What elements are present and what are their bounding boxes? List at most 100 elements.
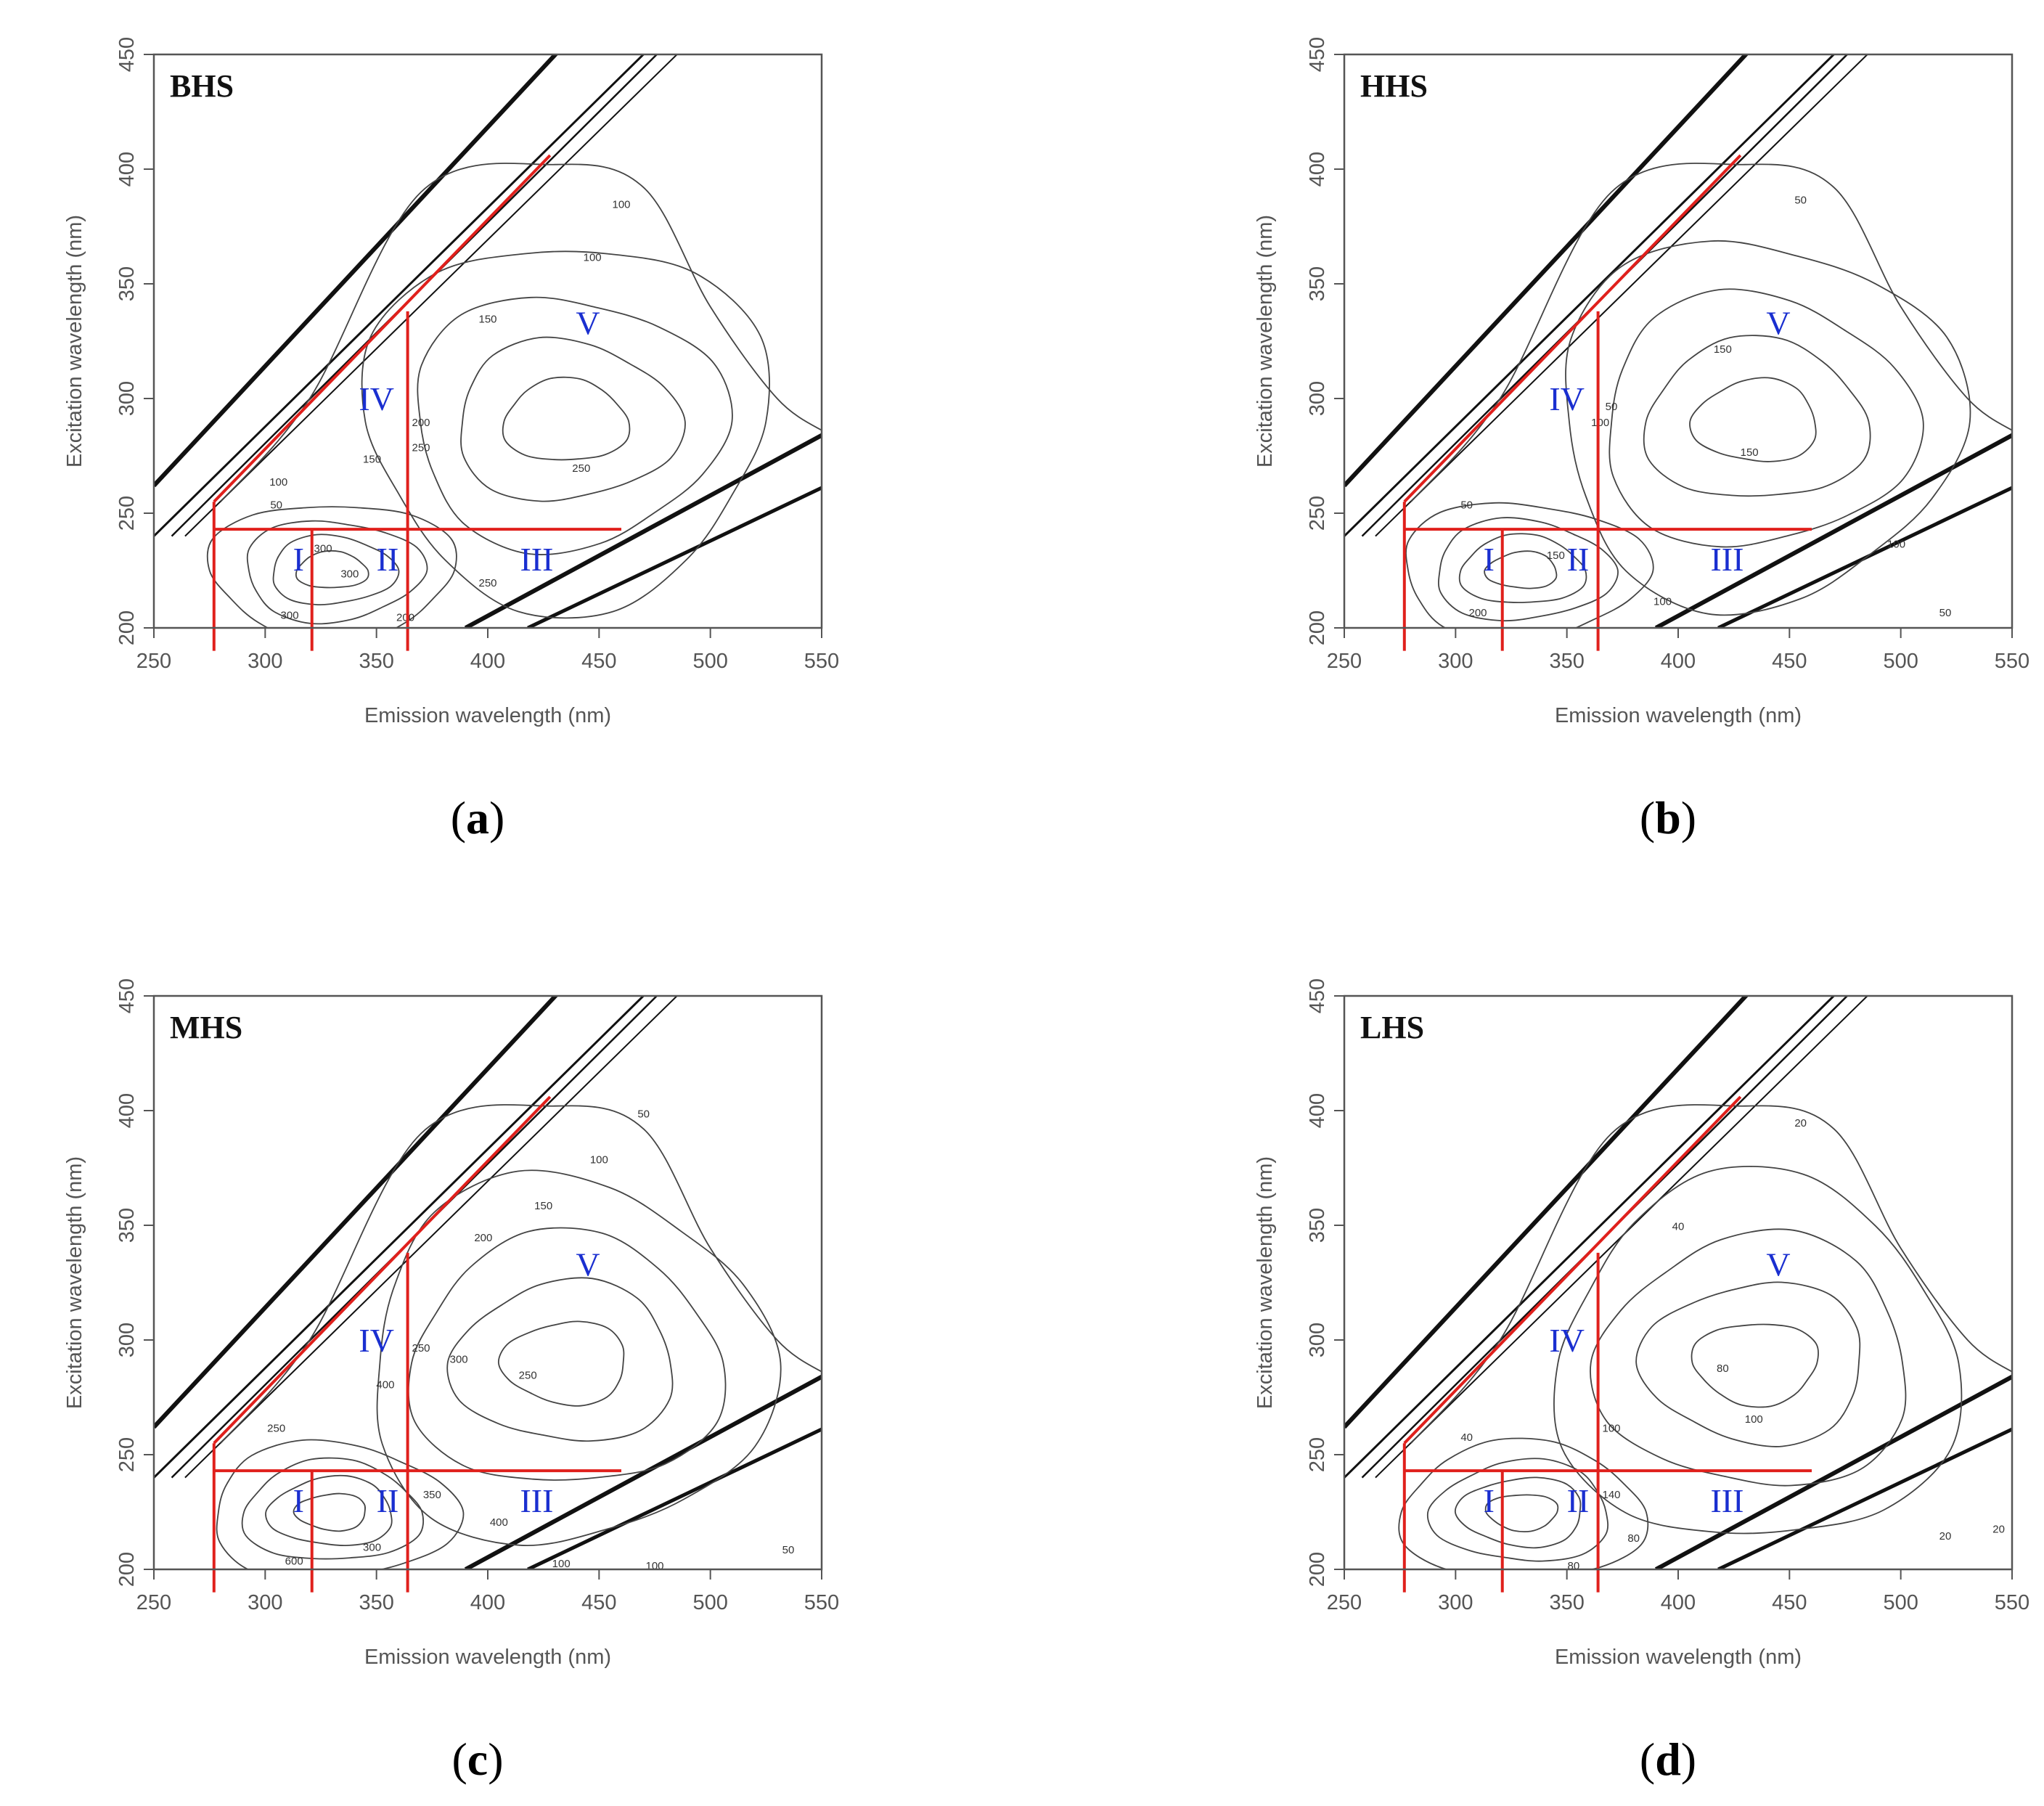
region-label-III: III	[520, 541, 553, 578]
contour-lines	[154, 996, 822, 1569]
contour-value-label: 250	[412, 442, 430, 454]
y-tick-label: 300	[1306, 381, 1329, 416]
scatter-band-edge-1	[154, 54, 645, 537]
y-tick-label: 200	[1306, 610, 1329, 645]
contour-plot-a: 50 100 100 100 150 150 200 250 250 300 300 250 300 20…	[63, 37, 839, 727]
region-label-I: I	[293, 541, 304, 578]
x-tick-label: 300	[1438, 650, 1473, 673]
protein-peak-contour	[1398, 1437, 1649, 1569]
contour-value-label: 100	[1887, 538, 1905, 550]
y-tick-label: 400	[115, 152, 139, 187]
x-tick-label: 500	[1883, 650, 1918, 673]
contour-value-label: 150	[478, 314, 496, 326]
humic-peak-contour	[361, 250, 770, 619]
x-tick-label: 400	[1661, 650, 1696, 673]
humic-peak-contour	[417, 296, 733, 555]
protein-peak-contour	[1426, 1458, 1609, 1562]
panel-c: 50 100 150 200 300 250 250 400 250 350 400 300 100 10…	[29, 971, 1031, 1785]
protein-peak-contour	[1405, 502, 1654, 628]
humic-peak-contour	[1565, 240, 1971, 616]
x-tick-label: 250	[136, 1591, 171, 1614]
x-tick-label: 550	[804, 650, 839, 673]
humic-peak-contour	[502, 376, 631, 461]
y-axis-title: Excitation wavelength (nm)	[1254, 1156, 1277, 1409]
region-boundary-diagonal	[213, 1095, 552, 1445]
region-label-II: II	[377, 1482, 399, 1519]
contour-value-label: 50	[1794, 194, 1807, 206]
contour-value-label: 150	[363, 453, 381, 465]
contour-plot-c: 50 100 150 200 300 250 250 400 250 350 400 300 100 10…	[63, 978, 839, 1669]
y-axis-title: Excitation wavelength (nm)	[1254, 215, 1277, 467]
x-tick-label: 400	[470, 1591, 505, 1614]
contour-value-label: 50	[782, 1544, 795, 1556]
x-tick-label: 250	[136, 650, 171, 673]
region-label-III: III	[1710, 541, 1743, 578]
second-order-scatter-line-2	[527, 1427, 822, 1569]
scatter-band-edge-1	[1344, 54, 1836, 537]
scatter-band-edge-1	[1344, 996, 1836, 1479]
scatter-band-edge-3	[184, 54, 678, 537]
region-label-II: II	[1567, 1482, 1590, 1519]
y-tick-label: 350	[1306, 266, 1329, 301]
y-tick-label: 200	[115, 610, 139, 645]
x-tick-label: 300	[1438, 1591, 1473, 1614]
contour-value-label: 250	[519, 1370, 537, 1382]
y-tick-label: 200	[115, 1552, 139, 1587]
first-order-scatter-line	[154, 54, 559, 488]
y-tick-label: 350	[1306, 1208, 1329, 1243]
y-tick-label: 450	[1306, 37, 1329, 72]
plot-frame	[152, 994, 823, 1571]
region-label-V: V	[576, 1246, 600, 1283]
contour-value-label: 100	[584, 251, 602, 263]
y-tick-label: 250	[115, 496, 139, 531]
outer-contour	[1410, 163, 2012, 502]
contour-value-label: 200	[1468, 607, 1487, 619]
x-tick-label: 400	[470, 650, 505, 673]
x-tick-label: 350	[1549, 1591, 1584, 1614]
region-boundary-diagonal	[1403, 154, 1742, 503]
first-order-scatter-line	[1344, 996, 1749, 1429]
contour-lines	[1344, 54, 2012, 628]
contour-value-label: 100	[1653, 595, 1672, 608]
x-tick-label: 450	[1772, 1591, 1807, 1614]
second-order-scatter-line-2	[527, 486, 822, 628]
humic-peak-contour	[497, 1320, 625, 1407]
x-tick-label: 550	[804, 1591, 839, 1614]
humic-peak-contour	[1689, 377, 1817, 462]
plot-frame	[1343, 994, 2014, 1571]
contour-lines	[154, 54, 822, 628]
x-tick-label: 450	[581, 1591, 616, 1614]
contour-value-label: 50	[1460, 499, 1473, 512]
panel-b: 50 50 50 100 150 150 150 200 100 100 50 I II III IV V HH…	[1219, 29, 2044, 843]
y-tick-label: 200	[1306, 1552, 1329, 1587]
contour-value-label: 100	[552, 1558, 571, 1570]
region-boundary-diagonal	[1403, 1095, 1742, 1445]
y-tick-label: 450	[115, 978, 139, 1013]
y-tick-label: 450	[115, 37, 139, 72]
protein-peak-contour	[1458, 533, 1587, 603]
region-label-III: III	[520, 1482, 553, 1519]
x-tick-label: 550	[1995, 1591, 2029, 1614]
region-label-II: II	[377, 541, 399, 578]
y-tick-label: 350	[115, 1208, 139, 1243]
contour-value-label: 250	[267, 1422, 285, 1434]
panel-tag: HHS	[1360, 68, 1428, 104]
contour-value-label: 50	[1606, 401, 1618, 413]
caption-b: (b)	[1639, 792, 1697, 843]
x-tick-label: 250	[1327, 1591, 1362, 1614]
contour-value-label: 300	[450, 1354, 468, 1366]
protein-peak-contour	[295, 550, 369, 589]
contour-value-label: 50	[270, 499, 282, 512]
x-axis-title: Emission wavelength (nm)	[1555, 1646, 1802, 1669]
outer-contour	[220, 1104, 822, 1444]
protein-peak-contour	[1484, 550, 1558, 589]
region-label-I: I	[293, 1482, 304, 1519]
protein-peak-contour	[272, 534, 400, 606]
protein-peak-contour	[265, 1474, 393, 1547]
x-tick-label: 500	[692, 650, 727, 673]
second-order-scatter-line-1	[1654, 433, 2012, 628]
second-order-scatter-line-1	[1654, 1374, 2012, 1569]
y-tick-label: 300	[1306, 1323, 1329, 1357]
contour-value-label: 300	[340, 568, 359, 580]
caption-d: (d)	[1639, 1733, 1697, 1785]
